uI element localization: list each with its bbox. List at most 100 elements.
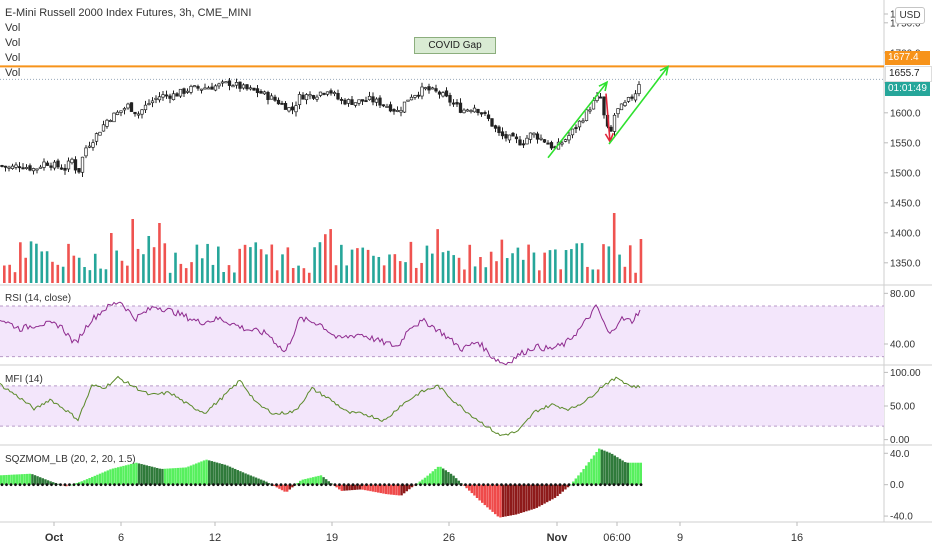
candle-body [378, 97, 382, 106]
candle-body [294, 105, 298, 113]
sqz-bar [137, 463, 141, 485]
volume-bar [607, 246, 611, 283]
sqz-bar [587, 462, 590, 485]
sqz-dot [0, 483, 4, 487]
sqz-bar [377, 484, 380, 493]
volume-bar [361, 247, 365, 283]
sqz-dot [311, 483, 314, 487]
sqz-dot [194, 483, 197, 487]
candle-body [434, 88, 438, 92]
sqz-dot [419, 483, 422, 487]
sqz-dot [252, 483, 256, 487]
sqz-bar [605, 451, 609, 485]
candle-body [269, 95, 274, 100]
sqz-bar [556, 484, 559, 497]
candle-body [630, 96, 634, 99]
sqz-bar [444, 470, 447, 485]
sqz-dot [590, 483, 593, 487]
candle-body [518, 139, 522, 146]
sqz-bar [312, 477, 315, 485]
sqz-bar [507, 484, 510, 516]
candle-body [175, 93, 179, 97]
sqz-bar [566, 484, 570, 488]
sqz-dot [243, 483, 247, 487]
candle-body [563, 139, 568, 142]
volume-bar [142, 254, 145, 283]
sqz-bar [36, 476, 39, 485]
volume-bar [634, 272, 637, 283]
sqz-dot [248, 483, 251, 487]
currency-button[interactable]: USD [895, 7, 925, 24]
volume-bar [366, 249, 370, 283]
volume-bar [527, 244, 530, 283]
sqz-bar [522, 484, 525, 513]
candle-body [0, 165, 4, 167]
volume-bar [83, 267, 86, 283]
candle-body [196, 86, 200, 89]
sqz-dot [410, 483, 413, 487]
sqz-dot [239, 483, 242, 487]
sqz-dot [230, 483, 233, 487]
candle-body [549, 142, 554, 149]
sqz-bar [174, 468, 177, 485]
volume-bar [291, 268, 295, 283]
sqz-bar [182, 467, 185, 485]
volume-bar [372, 255, 375, 283]
volume-bar [554, 249, 557, 283]
mfi-band [0, 385, 884, 427]
sqz-bar [314, 476, 317, 485]
candle-body [164, 94, 169, 97]
gap-level-tag: 1677.4 [885, 51, 930, 65]
volume-bar [564, 250, 568, 283]
candle-body [325, 91, 330, 95]
sqz-bar [247, 474, 250, 485]
sqz-dot [455, 483, 458, 487]
sqz-dot [540, 483, 544, 487]
candle-body [374, 98, 379, 103]
sqz-dot [585, 483, 589, 487]
sqz-bar [10, 474, 13, 485]
sqz-bar [561, 484, 564, 492]
volume-bar [29, 241, 33, 283]
volume-bar [254, 242, 258, 283]
sqz-bar [252, 476, 255, 485]
sqz-bar [494, 484, 497, 515]
sqz-bar [46, 480, 50, 485]
candle-body [504, 134, 508, 139]
volume-bar [270, 244, 274, 283]
candle-body [185, 90, 190, 93]
sqz-bar [189, 465, 193, 485]
volume-bar [217, 246, 220, 283]
volume-bar [591, 269, 595, 283]
sqz-bar [452, 475, 455, 485]
volume-bar [190, 262, 193, 283]
volume-bar [174, 252, 177, 283]
price-tick-label: 1500.0 [890, 168, 921, 179]
candle-body [7, 166, 11, 169]
sqz-bar [361, 484, 364, 490]
candle-body [472, 107, 477, 113]
volume-bar [307, 272, 311, 283]
candle-body [283, 103, 288, 110]
sqz-bar [119, 466, 122, 485]
candle-body [479, 112, 484, 115]
sqz-bar [520, 484, 523, 513]
sqz-bar [2, 475, 5, 485]
candle-body [192, 85, 197, 88]
volume-bar [350, 249, 354, 283]
rsi-tick-label: 40.00 [890, 340, 915, 351]
candle-body [199, 88, 204, 91]
x-axis-label: Oct [45, 532, 64, 544]
candle-body [143, 104, 148, 111]
candle-body [521, 143, 526, 146]
sqz-dot [131, 483, 134, 487]
sqz-bar [317, 475, 320, 485]
sqz-bar [384, 484, 388, 495]
sqz-bar [195, 463, 198, 485]
sqz-bar [218, 463, 221, 485]
candle-body [490, 118, 494, 127]
covid-gap-annotation[interactable]: COVID Gap [414, 37, 496, 54]
candle-body [217, 83, 221, 87]
volume-bar [377, 256, 381, 283]
